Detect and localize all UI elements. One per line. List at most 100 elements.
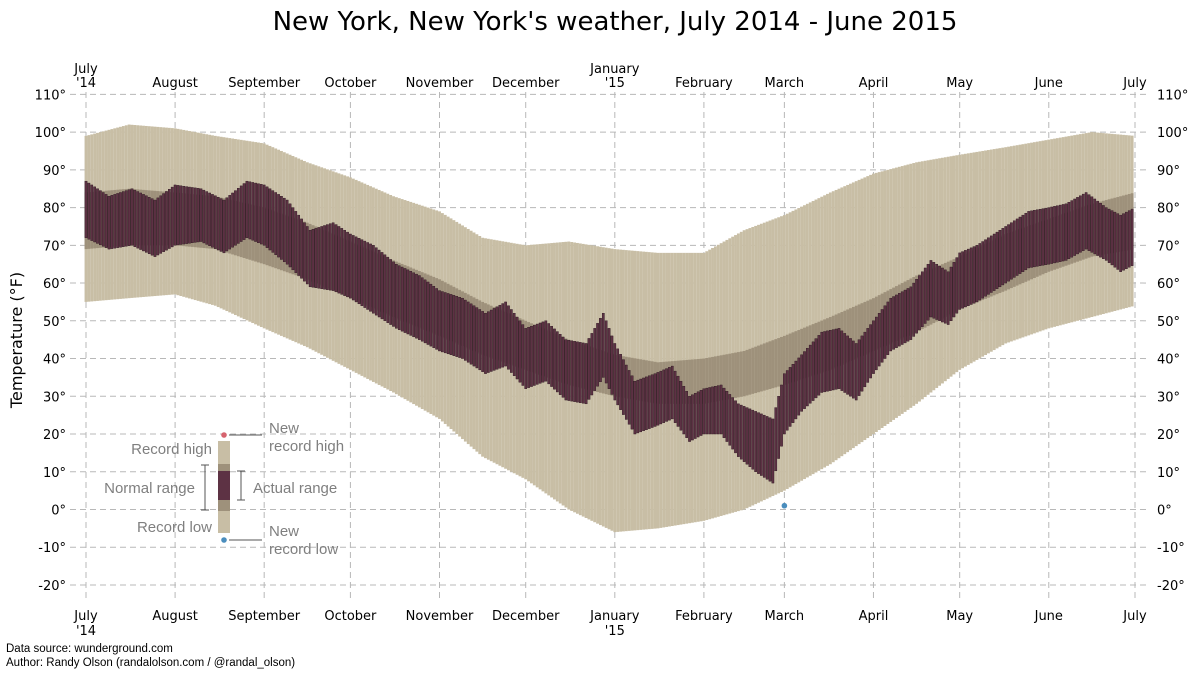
actual-range-bar <box>811 341 815 401</box>
actual-range-bar <box>941 267 944 323</box>
normal-range-bar <box>757 345 760 393</box>
actual-range-bar <box>274 192 278 255</box>
actual-range-bar <box>613 343 617 401</box>
actual-range-bar <box>857 339 861 396</box>
normal-range-bar <box>797 329 801 381</box>
y-tick-label: 80° <box>1157 202 1180 217</box>
actual-range-bar <box>168 189 171 249</box>
normal-range-bar <box>719 355 723 401</box>
normal-range-bar <box>736 352 740 398</box>
actual-range-bar <box>1130 208 1134 266</box>
actual-range-bar <box>314 228 318 288</box>
actual-range-bar <box>1053 206 1056 264</box>
actual-range-bar <box>852 340 855 399</box>
actual-range-bar <box>1024 213 1028 271</box>
x-tick-label: February <box>675 609 733 624</box>
actual-range-bar <box>748 408 752 467</box>
actual-range-bar <box>912 282 916 337</box>
actual-range-bar <box>472 305 476 367</box>
actual-range-bar <box>584 343 588 405</box>
actual-range-bar <box>466 301 470 363</box>
legend-new-low-dot <box>221 537 227 543</box>
y-tick-label: 60° <box>1157 277 1180 292</box>
actual-range-bar <box>196 188 200 243</box>
actual-range-bar <box>354 236 358 303</box>
x-tick-label: November <box>406 76 474 91</box>
actual-range-bar <box>119 192 122 248</box>
actual-range-bar <box>1010 222 1013 280</box>
actual-range-bar <box>955 257 959 314</box>
normal-range-bar <box>765 342 769 390</box>
actual-range-bar <box>170 186 174 248</box>
normal-range-bar <box>851 306 855 360</box>
actual-range-bar <box>1030 210 1033 268</box>
actual-range-bar <box>104 194 108 248</box>
normal-range-bar <box>777 338 781 387</box>
normal-range-bar <box>728 353 732 399</box>
actual-range-bar <box>992 233 996 291</box>
normal-range-bar <box>788 333 792 384</box>
actual-range-bar <box>659 370 663 425</box>
x-tick-label: January <box>589 609 640 624</box>
actual-range-bar <box>607 328 611 389</box>
x-tick-label: September <box>228 76 301 91</box>
actual-range-bar <box>297 214 301 276</box>
actual-range-bar <box>734 400 737 454</box>
actual-range-bar <box>903 289 907 344</box>
actual-range-bar <box>969 247 973 305</box>
actual-range-bar <box>501 303 505 368</box>
y-tick-label: 70° <box>1157 239 1180 254</box>
actual-range-bar <box>446 293 450 355</box>
actual-range-bar <box>780 384 783 447</box>
actual-range-bar <box>564 339 568 401</box>
normal-range-bar <box>734 352 737 398</box>
normal-range-bar <box>688 359 691 404</box>
actual-range-bar <box>219 198 223 252</box>
actual-range-bar <box>915 279 918 334</box>
actual-range-bar <box>883 305 887 359</box>
y-tick-label: 110° <box>35 88 66 103</box>
actual-range-bar <box>1073 198 1076 256</box>
actual-range-bar <box>989 235 993 293</box>
actual-range-bar <box>1035 209 1039 267</box>
normal-range-bar <box>739 351 743 397</box>
actual-range-bar <box>708 387 711 435</box>
actual-range-bar <box>99 190 102 246</box>
actual-range-bar <box>751 409 755 470</box>
normal-range-bar <box>705 358 709 404</box>
y-tick-label: 40° <box>43 353 66 368</box>
y-tick-label: 60° <box>43 277 66 292</box>
actual-range-bar <box>961 251 964 309</box>
x-tick-label-year: '15 <box>605 76 625 91</box>
actual-range-bar <box>1050 206 1053 264</box>
actual-range-bar <box>837 328 841 389</box>
legend: Record high Record low Normal range Actu… <box>104 420 344 558</box>
actual-range-bar <box>826 330 829 392</box>
actual-range-bar <box>372 245 375 314</box>
actual-range-bar <box>705 387 709 435</box>
normal-range-bar <box>759 344 763 392</box>
actual-range-bar <box>538 322 542 384</box>
y-tick-label: 100° <box>1157 126 1188 141</box>
actual-range-bar <box>363 240 367 308</box>
actual-range-bar <box>731 397 734 450</box>
actual-range-bar <box>650 374 654 428</box>
normal-range-bar <box>860 303 864 357</box>
new-record-low-point <box>781 502 788 509</box>
actual-range-bar <box>280 196 283 260</box>
actual-range-bar <box>228 195 232 250</box>
normal-range-bar <box>685 359 689 404</box>
actual-range-bar <box>449 294 453 355</box>
actual-range-bar <box>1021 214 1025 272</box>
actual-range-bar <box>791 364 795 423</box>
actual-range-bar <box>1113 211 1117 268</box>
actual-range-bar <box>553 328 556 390</box>
actual-range-bar <box>443 292 447 354</box>
actual-range-bar <box>668 367 671 421</box>
actual-range-bar <box>1070 200 1074 258</box>
actual-range-bar <box>653 373 657 427</box>
actual-range-bar <box>147 197 151 255</box>
x-tick-label: May <box>946 76 973 91</box>
actual-range-bar <box>285 199 289 265</box>
x-tick-label: June <box>1034 76 1063 91</box>
